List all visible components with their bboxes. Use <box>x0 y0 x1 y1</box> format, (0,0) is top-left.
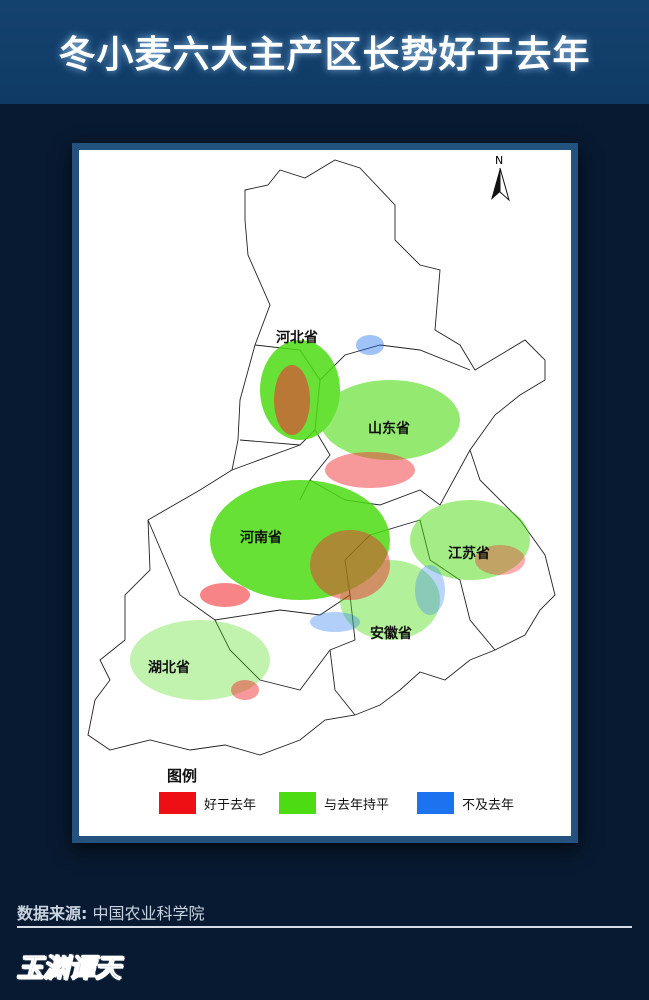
patch-same <box>130 620 270 700</box>
growth-patches <box>130 335 530 700</box>
label-henan: 河南省 <box>240 529 282 546</box>
patch-better <box>231 680 259 700</box>
outer-boundary <box>87 159 556 756</box>
page-title: 冬小麦六大主产区长势好于去年 <box>58 33 591 76</box>
patch-better <box>310 530 390 600</box>
source-value: 中国农业科学院 <box>92 904 205 923</box>
patch-worse <box>415 565 445 615</box>
patch-better <box>200 583 250 607</box>
patch-better <box>325 452 415 488</box>
north-label: N <box>495 154 503 167</box>
patch-worse <box>310 612 360 632</box>
patch-worse <box>356 335 384 355</box>
north-arrow-icon-half <box>499 167 510 202</box>
footer-divider <box>17 926 632 928</box>
legend-label: 不及去年 <box>462 797 515 813</box>
patch-better <box>475 545 525 575</box>
patch-same <box>210 480 390 600</box>
title-banner: 冬小麦六大主产区长势好于去年 <box>0 0 649 104</box>
patch-same <box>410 500 530 580</box>
label-shandong: 山东省 <box>368 420 410 437</box>
legend-swatch-red <box>159 792 196 814</box>
patch-same <box>320 380 460 460</box>
label-hebei: 河北省 <box>276 329 318 346</box>
legend-swatch-green <box>279 792 316 814</box>
legend-item-same: 与去年持平 <box>279 792 389 814</box>
wheat-growth-map: N 河北省 山东省 河南省 江苏省 安徽省 湖北省 <box>87 154 556 756</box>
patch-better <box>274 365 310 435</box>
hubei-boundary <box>214 619 331 691</box>
patch-same <box>340 560 440 640</box>
map-panel: N 河北省 山东省 河南省 江苏省 安徽省 湖北省 图例 好于去年 与去年持平 <box>79 150 571 836</box>
label-hubei: 湖北省 <box>148 659 190 676</box>
north-arrow-icon <box>491 168 500 200</box>
source-label: 数据来源: <box>17 904 88 923</box>
legend-label: 与去年持平 <box>324 797 390 813</box>
legend-item-worse: 不及去年 <box>417 792 514 814</box>
legend-swatch-blue <box>417 792 454 814</box>
north-arrow: N <box>491 154 510 202</box>
legend-label: 好于去年 <box>204 797 257 813</box>
label-jiangsu: 江苏省 <box>448 545 490 562</box>
data-source: 数据来源: 中国农业科学院 <box>17 900 205 924</box>
label-anhui: 安徽省 <box>370 625 412 642</box>
legend-item-better: 好于去年 <box>159 792 256 814</box>
brand-logo: 玉渊谭天 <box>16 954 122 985</box>
legend-title: 图例 <box>167 767 198 785</box>
map-frame: N 河北省 山东省 河南省 江苏省 安徽省 湖北省 图例 好于去年 与去年持平 <box>72 143 578 843</box>
